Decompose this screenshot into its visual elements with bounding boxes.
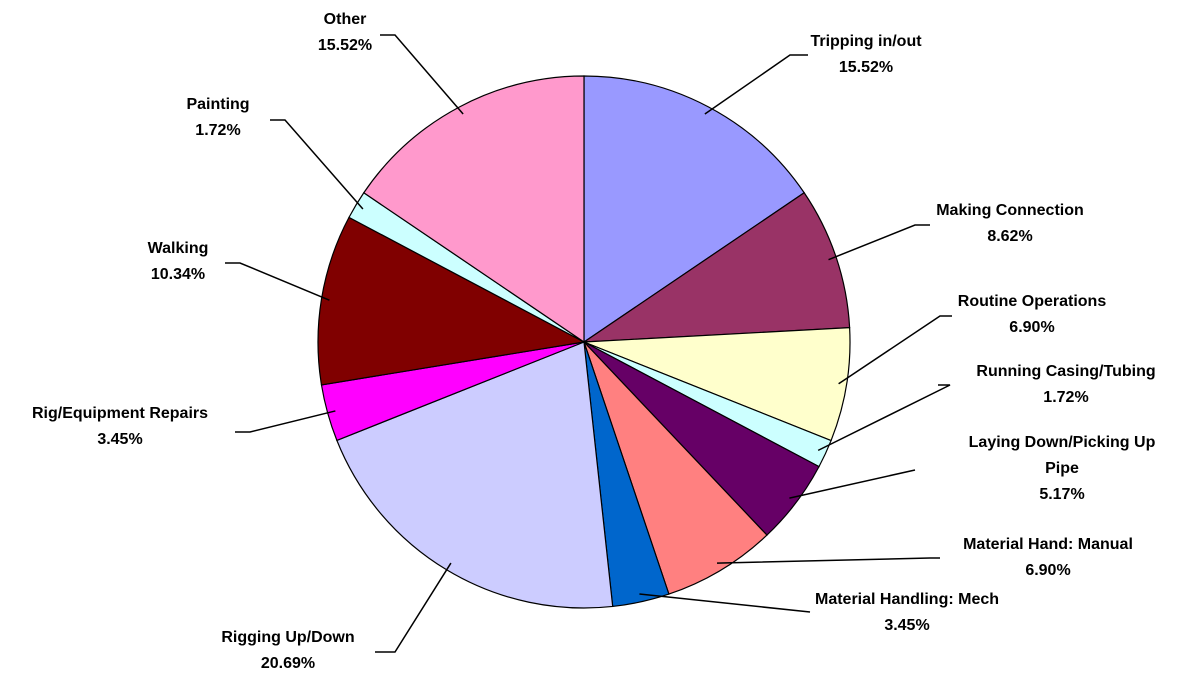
slice-label: Material Hand: Manual 6.90% xyxy=(963,532,1133,584)
slice-percent: 10.34% xyxy=(150,266,206,283)
leader-line xyxy=(270,119,364,210)
slice-name: Rig/Equipment Repairs xyxy=(31,405,209,422)
leader-line xyxy=(225,262,330,301)
leader-line xyxy=(639,593,811,613)
slice-label: Other 15.52% xyxy=(318,7,372,59)
leader-line xyxy=(704,54,808,115)
leader-line xyxy=(380,34,464,115)
slice-label: Laying Down/Picking Up Pipe 5.17% xyxy=(962,430,1162,508)
slice-label: Making Connection 8.62% xyxy=(936,198,1084,250)
slice-name: Making Connection xyxy=(936,202,1084,219)
leader-line xyxy=(789,469,916,499)
pie-slice xyxy=(583,327,851,442)
slice-percent: 3.45% xyxy=(97,431,143,448)
slice-name: Walking xyxy=(147,240,209,257)
leader-line xyxy=(828,224,930,261)
slice-label: Material Handling: Mech 3.45% xyxy=(815,587,999,639)
slice-percent: 6.90% xyxy=(1009,319,1055,336)
slice-name: Painting xyxy=(186,96,250,113)
leader-line xyxy=(235,410,336,433)
slice-name: Running Casing/Tubing xyxy=(976,363,1156,380)
leader-line xyxy=(838,315,952,385)
slice-name: Material Handling: Mech xyxy=(814,591,1000,608)
slice-name: Material Hand: Manual xyxy=(963,536,1133,553)
slice-label: Rig/Equipment Repairs 3.45% xyxy=(32,401,208,453)
slice-name: Rigging Up/Down xyxy=(221,629,355,646)
slice-percent: 5.17% xyxy=(1039,486,1085,503)
pie-slice xyxy=(583,341,768,595)
pie-slice xyxy=(583,75,806,344)
pie-slice xyxy=(362,75,585,344)
slice-label: Tripping in/out 15.52% xyxy=(810,29,921,81)
slice-percent: 3.45% xyxy=(884,617,930,634)
pie-slice xyxy=(317,216,586,386)
slice-percent: 1.72% xyxy=(1043,389,1089,406)
leader-line xyxy=(817,384,951,452)
slice-label: Painting 1.72% xyxy=(186,92,249,144)
leader-line xyxy=(375,562,452,653)
slice-percent: 1.72% xyxy=(195,122,241,139)
slice-percent: 8.62% xyxy=(987,228,1033,245)
slice-name: Routine Operations xyxy=(957,293,1107,310)
slice-name: Tripping in/out xyxy=(810,33,922,50)
slice-label: Walking 10.34% xyxy=(148,236,209,288)
slice-percent: 20.69% xyxy=(260,655,316,672)
slice-label: Routine Operations 6.90% xyxy=(958,289,1106,341)
slice-label: Rigging Up/Down 20.69% xyxy=(221,625,354,673)
slice-name: Laying Down/Picking Up Pipe xyxy=(968,434,1156,477)
slice-name: Other xyxy=(323,11,367,28)
slice-label: Running Casing/Tubing 1.72% xyxy=(976,359,1155,411)
slice-percent: 6.90% xyxy=(1025,562,1071,579)
slice-percent: 15.52% xyxy=(317,37,373,54)
slice-percent: 15.52% xyxy=(838,59,894,76)
leader-line xyxy=(716,557,940,564)
